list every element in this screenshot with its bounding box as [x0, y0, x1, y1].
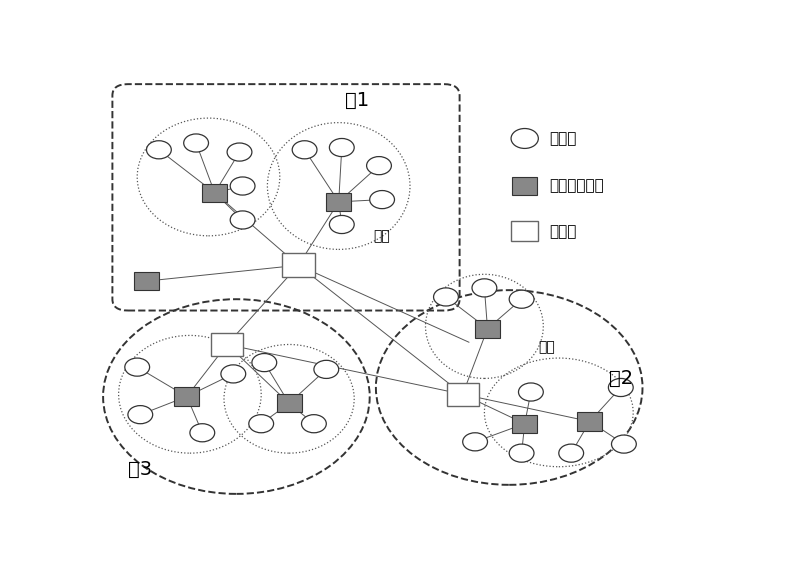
Text: 树2: 树2: [609, 369, 633, 388]
Circle shape: [252, 353, 277, 372]
FancyBboxPatch shape: [512, 415, 537, 433]
Circle shape: [434, 288, 458, 306]
Circle shape: [330, 215, 354, 233]
Circle shape: [611, 435, 636, 453]
Circle shape: [230, 177, 255, 195]
Circle shape: [128, 406, 153, 424]
FancyBboxPatch shape: [277, 395, 302, 412]
FancyBboxPatch shape: [446, 383, 479, 406]
Circle shape: [146, 141, 171, 159]
FancyBboxPatch shape: [211, 333, 243, 356]
Circle shape: [292, 141, 317, 159]
Text: 根节点: 根节点: [550, 224, 577, 239]
Circle shape: [330, 138, 354, 156]
Text: 子树: 子树: [374, 229, 390, 243]
Circle shape: [190, 424, 214, 442]
FancyBboxPatch shape: [134, 272, 159, 290]
Circle shape: [518, 383, 543, 401]
Circle shape: [184, 134, 209, 152]
Text: 叶节点: 叶节点: [550, 131, 577, 146]
Text: 子树的根节点: 子树的根节点: [550, 179, 604, 193]
FancyBboxPatch shape: [578, 412, 602, 430]
Circle shape: [510, 290, 534, 308]
FancyBboxPatch shape: [475, 320, 500, 338]
Text: 子树: 子树: [538, 340, 554, 354]
Circle shape: [221, 365, 246, 383]
FancyBboxPatch shape: [202, 183, 227, 202]
Circle shape: [511, 129, 538, 148]
Circle shape: [366, 156, 391, 175]
Circle shape: [472, 279, 497, 297]
FancyBboxPatch shape: [282, 253, 314, 277]
Circle shape: [370, 191, 394, 209]
Circle shape: [314, 360, 338, 379]
Circle shape: [559, 444, 584, 462]
Circle shape: [462, 433, 487, 451]
Circle shape: [125, 358, 150, 376]
Text: 树3: 树3: [128, 459, 152, 479]
FancyBboxPatch shape: [326, 193, 351, 211]
FancyBboxPatch shape: [511, 221, 538, 241]
Circle shape: [230, 211, 255, 229]
FancyBboxPatch shape: [174, 387, 199, 406]
Text: 树1: 树1: [346, 91, 370, 109]
Circle shape: [608, 379, 634, 396]
FancyBboxPatch shape: [512, 177, 537, 195]
Circle shape: [510, 444, 534, 462]
Circle shape: [227, 143, 252, 161]
Circle shape: [249, 415, 274, 433]
Circle shape: [302, 415, 326, 433]
